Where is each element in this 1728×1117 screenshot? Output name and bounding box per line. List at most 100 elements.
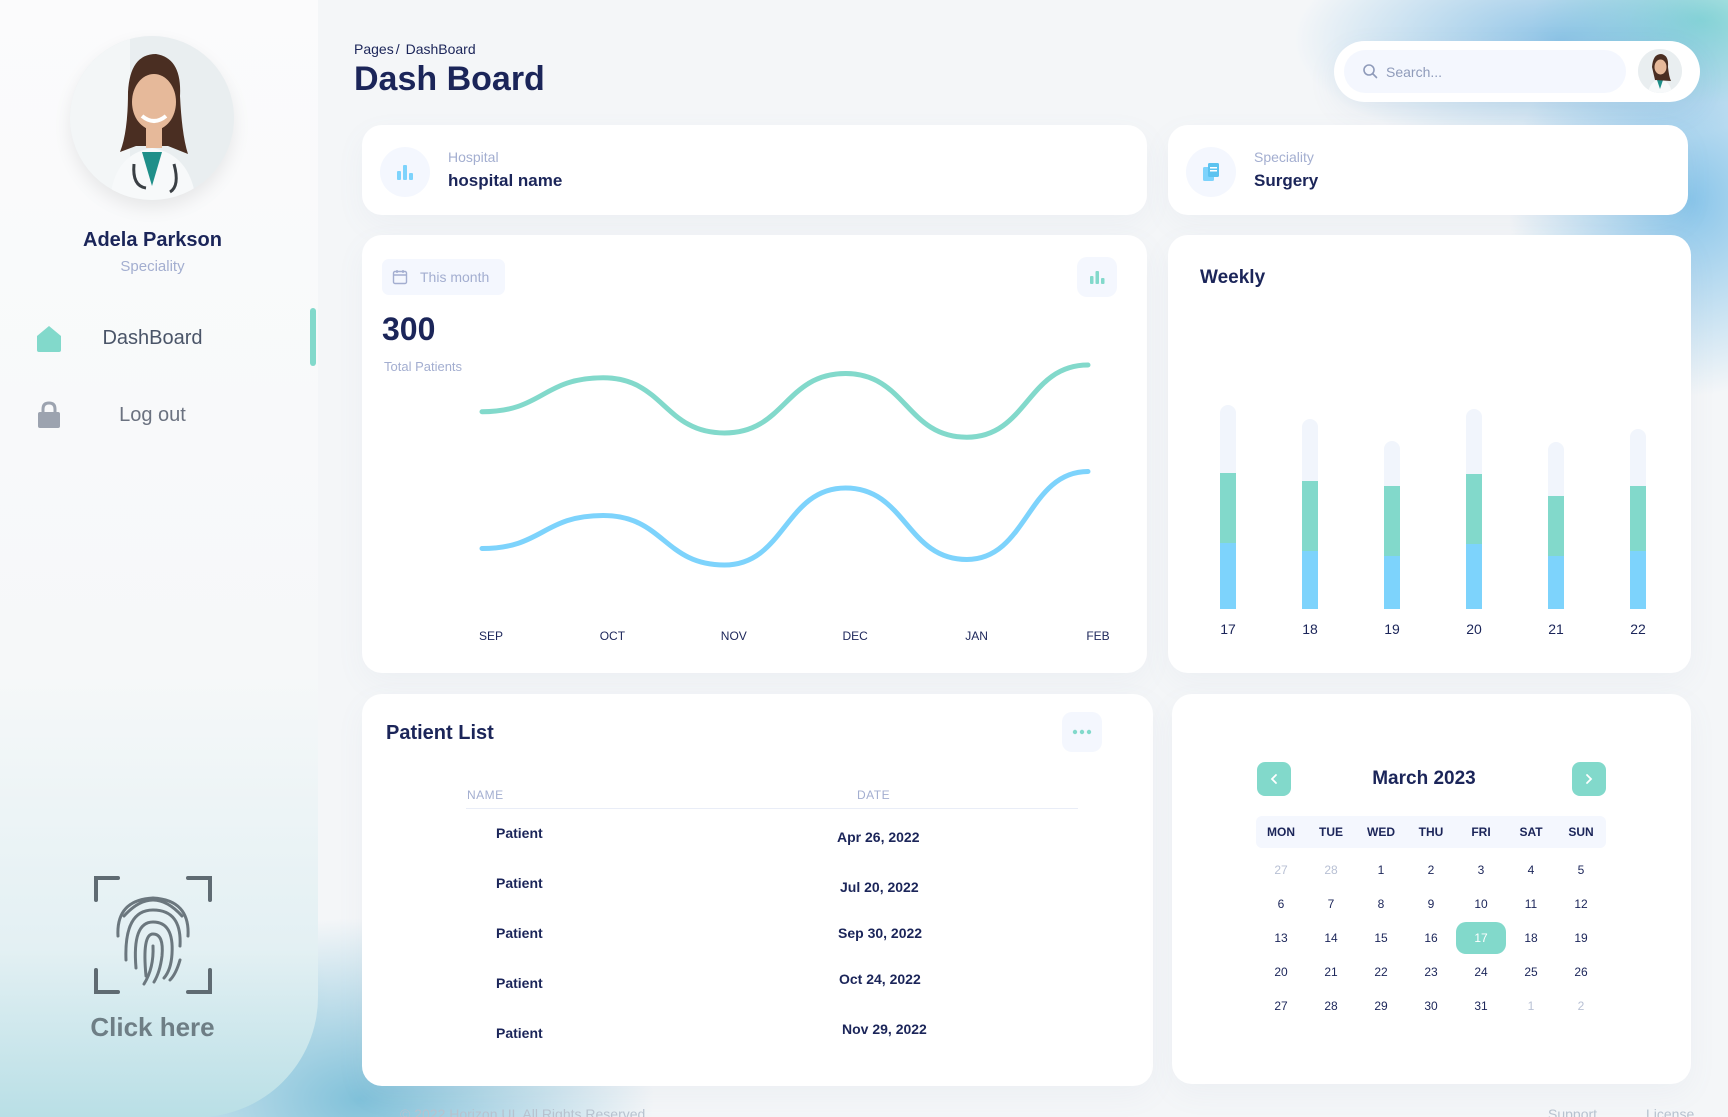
x-tick-label: FEB <box>1086 629 1109 643</box>
calendar-day[interactable]: 7 <box>1327 897 1335 911</box>
total-patients-label: Total Patients <box>384 359 463 374</box>
calendar-day[interactable]: 6 <box>1277 897 1285 911</box>
calendar-day[interactable]: 21 <box>1324 965 1338 979</box>
calendar-day[interactable]: 1 <box>1377 863 1385 877</box>
weekday-label: WED <box>1367 825 1395 839</box>
calendar-icon <box>392 270 408 285</box>
patient-date: Nov 29, 2022 <box>842 1021 927 1037</box>
speciality-label: Speciality <box>1254 149 1314 165</box>
calendar-day[interactable]: 25 <box>1524 965 1538 979</box>
patient-date: Sep 30, 2022 <box>838 925 923 941</box>
calendar-day[interactable]: 27 <box>1274 863 1288 877</box>
calendar-next-button[interactable] <box>1572 762 1606 796</box>
x-tick-label: 18 <box>1302 621 1318 637</box>
calendar-day[interactable]: 9 <box>1427 897 1435 911</box>
x-tick-label: 22 <box>1630 621 1646 637</box>
calendar-day[interactable]: 19 <box>1574 931 1588 945</box>
calendar-day[interactable]: 24 <box>1474 965 1488 979</box>
calendar-day[interactable]: 30 <box>1424 999 1438 1013</box>
weekly-title: Weekly <box>1200 267 1266 288</box>
calendar-day[interactable]: 22 <box>1374 965 1388 979</box>
chart-options-button[interactable] <box>1077 257 1117 297</box>
table-header-divider <box>466 808 1078 809</box>
user-speciality: Speciality <box>120 258 185 275</box>
calendar-day[interactable]: 18 <box>1524 931 1538 945</box>
breadcrumb-root[interactable]: Pages <box>354 41 394 57</box>
x-tick-label: JAN <box>965 629 988 643</box>
x-tick-label: 21 <box>1548 621 1564 637</box>
fingerprint-click-here[interactable]: Click here <box>90 1012 215 1042</box>
active-nav-indicator <box>310 308 316 366</box>
weekly-bar-chart: 17 18 19 20 21 22 <box>1220 405 1646 637</box>
calendar-day[interactable]: 16 <box>1424 931 1438 945</box>
calendar-day[interactable]: 29 <box>1374 999 1388 1013</box>
line-series-1 <box>479 362 1091 440</box>
lock-icon <box>38 401 60 428</box>
fingerprint-icon[interactable] <box>94 876 212 994</box>
weekday-label: MON <box>1267 825 1295 839</box>
bar-segment <box>1548 556 1564 609</box>
calendar-day[interactable]: 1 <box>1527 999 1535 1013</box>
calendar-day[interactable]: 26 <box>1574 965 1588 979</box>
search-input[interactable] <box>1386 50 1616 93</box>
calendar-prev-button[interactable] <box>1257 762 1291 796</box>
hospital-card: Hospital hospital name <box>362 125 1147 215</box>
calendar-day[interactable]: 27 <box>1274 999 1288 1013</box>
nav-label-logout: Log out <box>119 403 186 426</box>
calendar-day[interactable]: 3 <box>1477 863 1485 877</box>
calendar-day[interactable]: 5 <box>1577 863 1585 877</box>
patient-list-more-button[interactable] <box>1062 712 1102 752</box>
patient-name: Patient <box>496 875 543 891</box>
weekday-label: TUE <box>1319 825 1343 839</box>
weekday-label: THU <box>1418 825 1444 839</box>
x-tick-label: 20 <box>1466 621 1482 637</box>
bar-segment <box>1302 551 1318 609</box>
bar-segment <box>1220 405 1236 473</box>
calendar-day[interactable]: 8 <box>1377 897 1385 911</box>
weekly-chart-card: Weekly 17 18 19 20 21 22 <box>1168 235 1691 673</box>
patient-date: Jul 20, 2022 <box>840 879 919 895</box>
calendar-day[interactable]: 4 <box>1527 863 1535 877</box>
calendar-day[interactable]: 20 <box>1274 965 1288 979</box>
search-bar <box>1334 41 1700 102</box>
calendar-day[interactable]: 14 <box>1324 931 1338 945</box>
calendar-day[interactable]: 2 <box>1427 863 1435 877</box>
profile-avatar[interactable] <box>1638 49 1682 93</box>
column-header-date[interactable]: DATE <box>857 788 891 802</box>
user-name: Adela Parkson <box>83 229 222 251</box>
calendar-day[interactable]: 2 <box>1577 999 1585 1013</box>
patient-date: Apr 26, 2022 <box>837 829 920 845</box>
calendar-day[interactable]: 28 <box>1324 999 1338 1013</box>
calendar-weekday-header <box>1256 816 1606 848</box>
nav-item-logout[interactable]: Log out <box>0 387 318 443</box>
calendar-day[interactable]: 31 <box>1474 999 1488 1013</box>
bar-segment <box>1384 486 1400 556</box>
user-avatar[interactable] <box>70 36 234 200</box>
bar-segment <box>1220 543 1236 609</box>
column-header-name[interactable]: NAME <box>467 788 504 802</box>
breadcrumb-separator: / <box>395 41 400 57</box>
footer-link-license[interactable]: License <box>1646 1106 1695 1117</box>
calendar-day[interactable]: 12 <box>1574 897 1588 911</box>
calendar-day[interactable]: 17 <box>1456 922 1506 954</box>
search-box[interactable] <box>1344 50 1626 93</box>
footer-copyright: © 2022 Horizon UI. All Rights Reserved. <box>400 1106 650 1117</box>
calendar-day[interactable]: 28 <box>1324 863 1338 877</box>
home-icon <box>37 326 61 352</box>
weekday-label: SUN <box>1568 825 1594 839</box>
nav-item-dashboard[interactable]: DashBoard <box>0 310 318 366</box>
bar-segment <box>1548 496 1564 556</box>
period-selector[interactable]: This month <box>382 259 506 295</box>
calendar-month-title: March 2023 <box>1372 768 1476 789</box>
calendar-day[interactable]: 23 <box>1424 965 1438 979</box>
bar-segment <box>1630 551 1646 609</box>
calendar-day[interactable]: 13 <box>1274 931 1288 945</box>
weekday-label: SAT <box>1519 825 1543 839</box>
bar-segment <box>1220 473 1236 543</box>
calendar-day[interactable]: 11 <box>1524 897 1538 911</box>
calendar-day[interactable]: 10 <box>1474 897 1488 911</box>
calendar-day[interactable]: 15 <box>1374 931 1388 945</box>
line-series-2 <box>479 469 1091 568</box>
footer-link-support[interactable]: Support <box>1548 1106 1598 1117</box>
nav-label-dashboard: DashBoard <box>102 326 203 349</box>
